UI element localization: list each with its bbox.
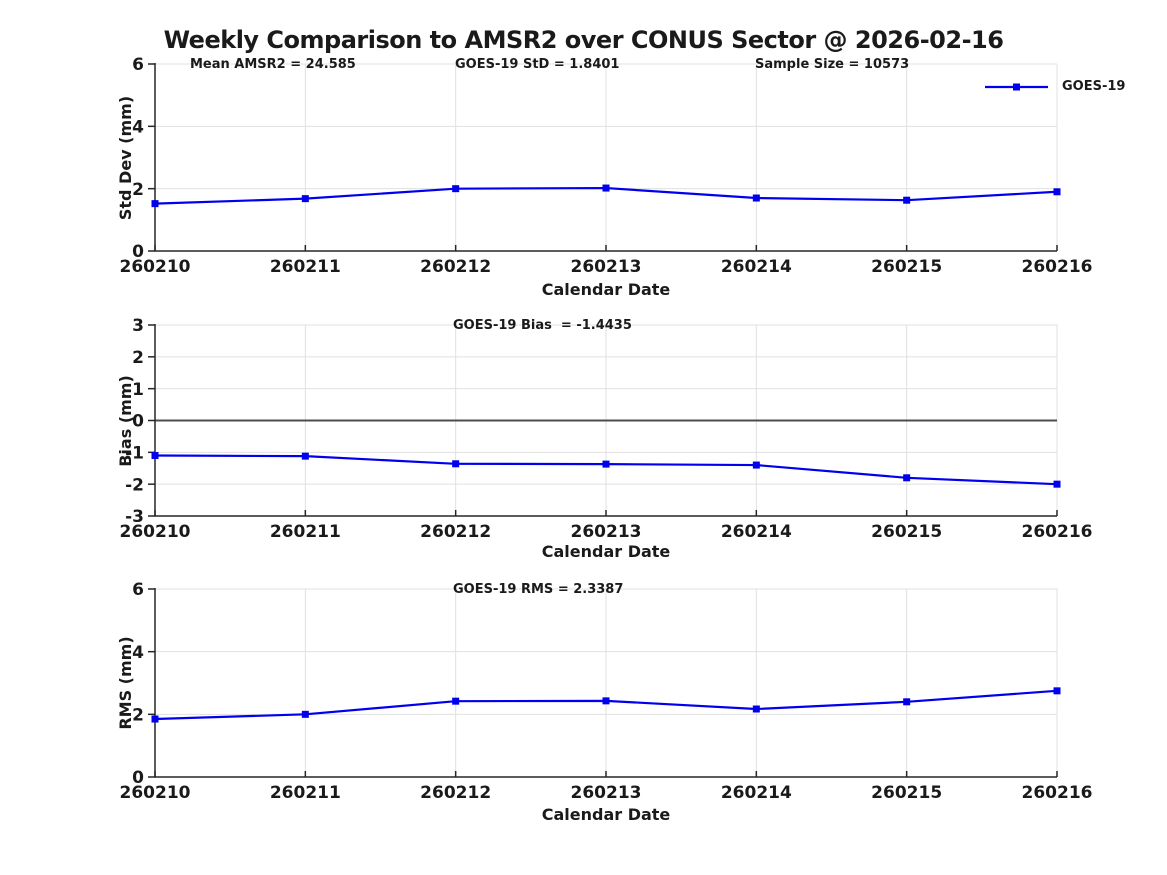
annotation-sample-size: Sample Size = 10573 bbox=[755, 57, 910, 72]
x-tick-label: 260212 bbox=[420, 522, 491, 542]
data-marker-goes-19 bbox=[903, 474, 911, 482]
data-marker-goes-19 bbox=[452, 460, 460, 468]
data-marker-goes-19 bbox=[602, 460, 610, 468]
x-axis-label-calendar-date-1: Calendar Date bbox=[541, 280, 671, 299]
x-tick-label: 260216 bbox=[1022, 522, 1093, 542]
data-marker-goes-19 bbox=[752, 705, 760, 713]
data-marker-goes-19 bbox=[301, 710, 309, 718]
x-tick-label: 260215 bbox=[871, 522, 942, 542]
y-tick-label: -3 bbox=[125, 507, 144, 527]
data-marker-goes-19 bbox=[903, 698, 911, 706]
annotation-goes19-bias: GOES-19 Bias = -1.4435 bbox=[453, 318, 632, 333]
data-marker-goes-19 bbox=[301, 452, 309, 460]
x-tick-label: 260211 bbox=[270, 783, 341, 803]
y-axis-label-rms: RMS (mm) bbox=[116, 636, 135, 730]
legend: GOES-19 bbox=[985, 79, 1125, 95]
x-tick-label: 260210 bbox=[120, 783, 191, 803]
data-marker-goes-19 bbox=[1053, 188, 1061, 196]
y-axis-label-bias: Bias (mm) bbox=[116, 375, 135, 467]
y-axis-label-std-dev: Std Dev (mm) bbox=[116, 95, 135, 221]
data-marker-goes-19 bbox=[903, 196, 911, 204]
data-marker-goes-19 bbox=[452, 697, 460, 705]
y-tick-label: -1 bbox=[125, 443, 144, 463]
y-tick-label: 6 bbox=[132, 55, 144, 75]
annotation-goes19-std: GOES-19 StD = 1.8401 bbox=[455, 57, 620, 72]
data-marker-goes-19 bbox=[151, 715, 159, 723]
annotation-mean-amsr2: Mean AMSR2 = 24.585 bbox=[190, 57, 356, 72]
annotation-goes19-rms: GOES-19 RMS = 2.3387 bbox=[453, 582, 624, 597]
data-marker-goes-19 bbox=[602, 184, 610, 192]
y-tick-label: 6 bbox=[132, 580, 144, 600]
x-tick-label: 260210 bbox=[120, 257, 191, 277]
y-tick-label: 0 bbox=[132, 412, 144, 432]
x-tick-label: 260213 bbox=[571, 257, 642, 277]
x-tick-label: 260215 bbox=[871, 257, 942, 277]
data-marker-goes-19 bbox=[151, 452, 159, 460]
y-tick-label: 0 bbox=[132, 242, 144, 262]
y-tick-label: 2 bbox=[132, 180, 144, 200]
y-tick-label: 2 bbox=[132, 705, 144, 725]
y-tick-label: 2 bbox=[132, 348, 144, 368]
y-tick-label: 1 bbox=[132, 380, 144, 400]
chart-title: Weekly Comparison to AMSR2 over CONUS Se… bbox=[163, 26, 1004, 54]
data-marker-goes-19 bbox=[1053, 687, 1061, 695]
x-tick-label: 260216 bbox=[1022, 257, 1093, 277]
x-tick-label: 260211 bbox=[270, 257, 341, 277]
x-tick-label: 260215 bbox=[871, 783, 942, 803]
y-tick-label: 0 bbox=[132, 768, 144, 788]
y-tick-label: 4 bbox=[132, 117, 144, 137]
data-marker-goes-19 bbox=[301, 195, 309, 203]
x-tick-label: 260212 bbox=[420, 257, 491, 277]
data-marker-goes-19 bbox=[752, 461, 760, 469]
x-tick-label: 260213 bbox=[571, 783, 642, 803]
y-tick-label: 3 bbox=[132, 316, 144, 336]
x-tick-label: 260211 bbox=[270, 522, 341, 542]
y-tick-label: -2 bbox=[125, 475, 144, 495]
data-marker-goes-19 bbox=[602, 697, 610, 705]
data-marker-goes-19 bbox=[1053, 480, 1061, 488]
x-tick-label: 260214 bbox=[721, 783, 792, 803]
legend-label: GOES-19 bbox=[1062, 79, 1126, 94]
legend-line-swatch-icon bbox=[985, 83, 1048, 91]
x-tick-label: 260216 bbox=[1022, 783, 1093, 803]
data-marker-goes-19 bbox=[151, 200, 159, 208]
x-tick-label: 260214 bbox=[721, 257, 792, 277]
data-marker-goes-19 bbox=[752, 194, 760, 202]
x-axis-label-calendar-date-3: Calendar Date bbox=[541, 805, 671, 824]
x-tick-label: 260214 bbox=[721, 522, 792, 542]
data-marker-goes-19 bbox=[452, 185, 460, 193]
x-axis-label-calendar-date-2: Calendar Date bbox=[541, 542, 671, 561]
y-tick-label: 4 bbox=[132, 643, 144, 663]
x-tick-label: 260213 bbox=[571, 522, 642, 542]
x-tick-label: 260212 bbox=[420, 783, 491, 803]
x-tick-label: 260210 bbox=[120, 522, 191, 542]
